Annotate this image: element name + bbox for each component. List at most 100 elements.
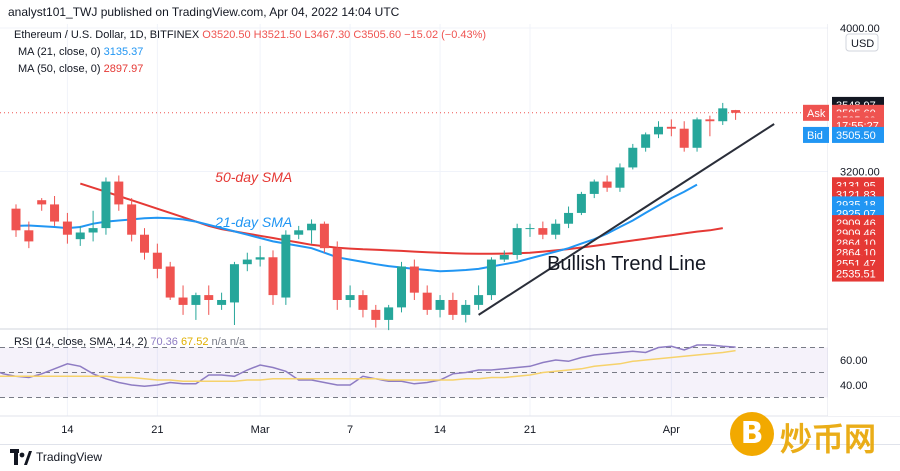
rsi-legend: RSI (14, close, SMA, 14, 2) 70.36 67.52 …: [14, 336, 246, 348]
candle-body: [589, 181, 599, 194]
sma50-line: [79, 182, 723, 255]
candle-body: [114, 181, 124, 205]
candle-body: [564, 212, 574, 224]
candle-body: [268, 257, 278, 296]
candle-body: [204, 295, 214, 300]
candle-body: [319, 223, 329, 249]
price-label-box: [832, 126, 884, 143]
change-value: −15.02 (−0.43%): [404, 29, 486, 41]
candle-body: [294, 230, 304, 235]
candle-body: [397, 266, 406, 308]
indicator-value: 3135.37: [104, 46, 144, 58]
candle-body: [62, 221, 72, 235]
candle-body: [499, 254, 509, 260]
rsi-line: [0, 344, 736, 388]
price-label: Bid: [807, 130, 823, 142]
candle-body: [538, 228, 548, 235]
legend: Ethereum / U.S. Dollar, 1D, BITFINEX O35…: [14, 29, 486, 75]
rsi-axis-tick-label: 60.00: [840, 355, 868, 367]
rsi-legend-title: RSI (14, close, SMA, 14, 2): [14, 336, 150, 348]
annotation-label: 50-day SMA: [215, 169, 292, 185]
candle-body: [255, 257, 265, 260]
candle-body: [551, 223, 561, 235]
chart-background: [0, 24, 900, 444]
candle-body: [692, 119, 702, 148]
indicator-name: MA (21, close, 0): [18, 46, 104, 58]
candle-body: [140, 234, 149, 253]
indicator-legend: MA (21, close, 0) 3135.37: [18, 46, 143, 58]
candle-body: [602, 181, 612, 188]
candle-body: [345, 295, 355, 300]
watermark: B 炒币网: [730, 410, 890, 458]
candle-body: [88, 228, 98, 233]
ohlc-value: H3521.50: [254, 29, 305, 41]
bullish-trend-line: [478, 123, 775, 316]
indicator-value: 2897.97: [104, 63, 144, 75]
indicator-legend: MA (50, close, 0) 2897.97: [18, 63, 143, 75]
time-axis-tick-label: 21: [151, 424, 163, 436]
candle-body: [37, 200, 47, 205]
indicator-name: MA (50, close, 0): [18, 63, 104, 75]
publish-header-text: analyst101_TWJ published on TradingView.…: [8, 5, 400, 19]
tradingview-brand: TradingView: [36, 450, 103, 464]
rsi-legend-value: 70.36: [150, 336, 181, 348]
currency-label: USD: [851, 38, 874, 50]
watermark-text: 炒币网: [780, 420, 877, 458]
rsi-legend-extra: n/a n/a: [212, 336, 247, 348]
candle-body: [435, 299, 445, 310]
candles: [11, 102, 741, 331]
candle-body: [11, 208, 21, 231]
time-axis-tick-label: 7: [347, 424, 353, 436]
candle-body: [384, 307, 394, 320]
tradingview-logo-icon: [10, 449, 32, 465]
symbol-title: Ethereum / U.S. Dollar, 1D, BITFINEX: [14, 29, 202, 41]
candle-body: [576, 193, 586, 213]
ohlc-value: L3467.30: [304, 29, 353, 41]
candle-body: [409, 266, 419, 293]
candle-body: [512, 228, 522, 255]
candle-body: [127, 204, 137, 235]
candle-body: [422, 292, 432, 310]
time-axis-tick-label: 14: [61, 424, 73, 436]
candle-body: [461, 304, 471, 315]
chart-svg[interactable]: 50-day SMA 21-day SMA Bullish Trend Line 4…: [0, 24, 900, 444]
publish-header: analyst101_TWJ published on TradingView.…: [0, 0, 900, 24]
candle-body: [165, 266, 175, 298]
candle-body: [525, 228, 535, 230]
candle-body: [75, 232, 85, 240]
time-axis-tick-label: 14: [434, 424, 446, 436]
candle-body: [358, 295, 368, 310]
candle-body: [281, 234, 291, 298]
rsi-ma-line: [0, 349, 736, 383]
candle-body: [705, 119, 715, 122]
ohlc-value: C3505.60: [353, 29, 404, 41]
candle-body: [24, 230, 34, 242]
candle-body: [307, 223, 317, 231]
candle-body: [628, 147, 638, 168]
candle-body: [178, 297, 188, 305]
candle-body: [371, 309, 381, 320]
annotation-label: Bullish Trend Line: [547, 253, 706, 275]
candle-body: [731, 110, 741, 113]
candle-body: [101, 181, 111, 229]
candle-body: [486, 259, 496, 296]
trend-line: [478, 123, 775, 316]
symbol-legend: Ethereum / U.S. Dollar, 1D, BITFINEX O35…: [14, 29, 486, 41]
time-axis[interactable]: 14 21 Mar 7 14 21 Apr: [61, 424, 680, 436]
footer: TradingView: [0, 444, 900, 471]
candle-body: [229, 264, 239, 303]
candle-body: [448, 299, 458, 315]
candle-body: [191, 295, 201, 305]
annotations: 50-day SMA 21-day SMA Bullish Trend Line: [214, 169, 706, 275]
time-axis-tick-label: Mar: [251, 424, 270, 436]
currency-button[interactable]: [845, 33, 879, 52]
price-label: 3505.50: [836, 130, 876, 142]
candle-body: [332, 248, 342, 300]
price-label-box: [803, 104, 829, 121]
price-axis[interactable]: 4000.003200.00USD3548.97Ask3505.603505.6…: [803, 24, 900, 416]
price-axis-tick-label: 4000.00: [840, 24, 880, 35]
candle-body: [641, 134, 651, 148]
candle-body: [654, 126, 663, 135]
price-axis-tick-label: 3200.00: [840, 166, 880, 178]
candle-body: [474, 295, 484, 305]
